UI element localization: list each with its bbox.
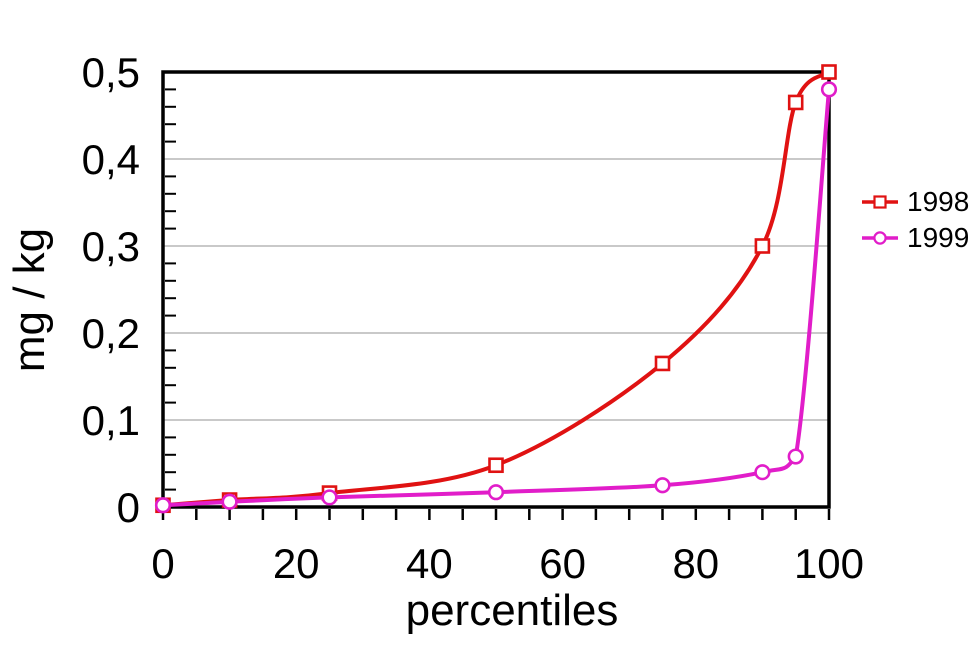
y-tick-label: 0: [117, 484, 140, 531]
x-tick-label: 80: [672, 540, 719, 587]
legend-square-marker-icon: [862, 195, 898, 209]
series-line-1999: [162, 89, 831, 508]
marker-1998: [821, 64, 837, 80]
x-tick-label: 60: [539, 540, 586, 587]
marker-1999: [820, 81, 838, 98]
legend-item-1999: 1999: [862, 220, 969, 256]
x-axis-title: percentiles: [405, 586, 619, 635]
marker-1999: [321, 489, 338, 506]
marker-1998: [754, 238, 771, 254]
marker-1999: [754, 464, 771, 481]
legend-label: 1999: [907, 222, 970, 253]
y-tick-label: 0,5: [82, 49, 140, 96]
marker-1998: [488, 457, 504, 474]
y-tick-label: 0,3: [82, 223, 140, 270]
marker-1999: [787, 448, 804, 465]
marker-1998: [787, 94, 804, 111]
series-line-1998: [162, 70, 831, 508]
x-tick-label: 40: [406, 540, 453, 587]
y-tick-label: 0,1: [82, 397, 140, 444]
legend-label: 1998: [907, 186, 970, 217]
marker-1999: [221, 493, 238, 510]
x-tick-label: 100: [794, 540, 864, 587]
y-tick-label: 0,4: [82, 136, 140, 183]
legend-circle-marker-icon: [862, 231, 898, 245]
marker-1999: [154, 497, 172, 514]
legend: 1998 1999: [862, 184, 969, 256]
y-tick-label: 0,2: [82, 310, 140, 357]
axes-frame: [161, 70, 831, 509]
marker-1999: [654, 477, 671, 494]
x-tick-label: 0: [151, 540, 174, 587]
marker-1998: [654, 355, 671, 372]
marker-1999: [487, 484, 505, 501]
legend-item-1998: 1998: [862, 184, 969, 220]
x-tick-label: 20: [273, 540, 320, 587]
